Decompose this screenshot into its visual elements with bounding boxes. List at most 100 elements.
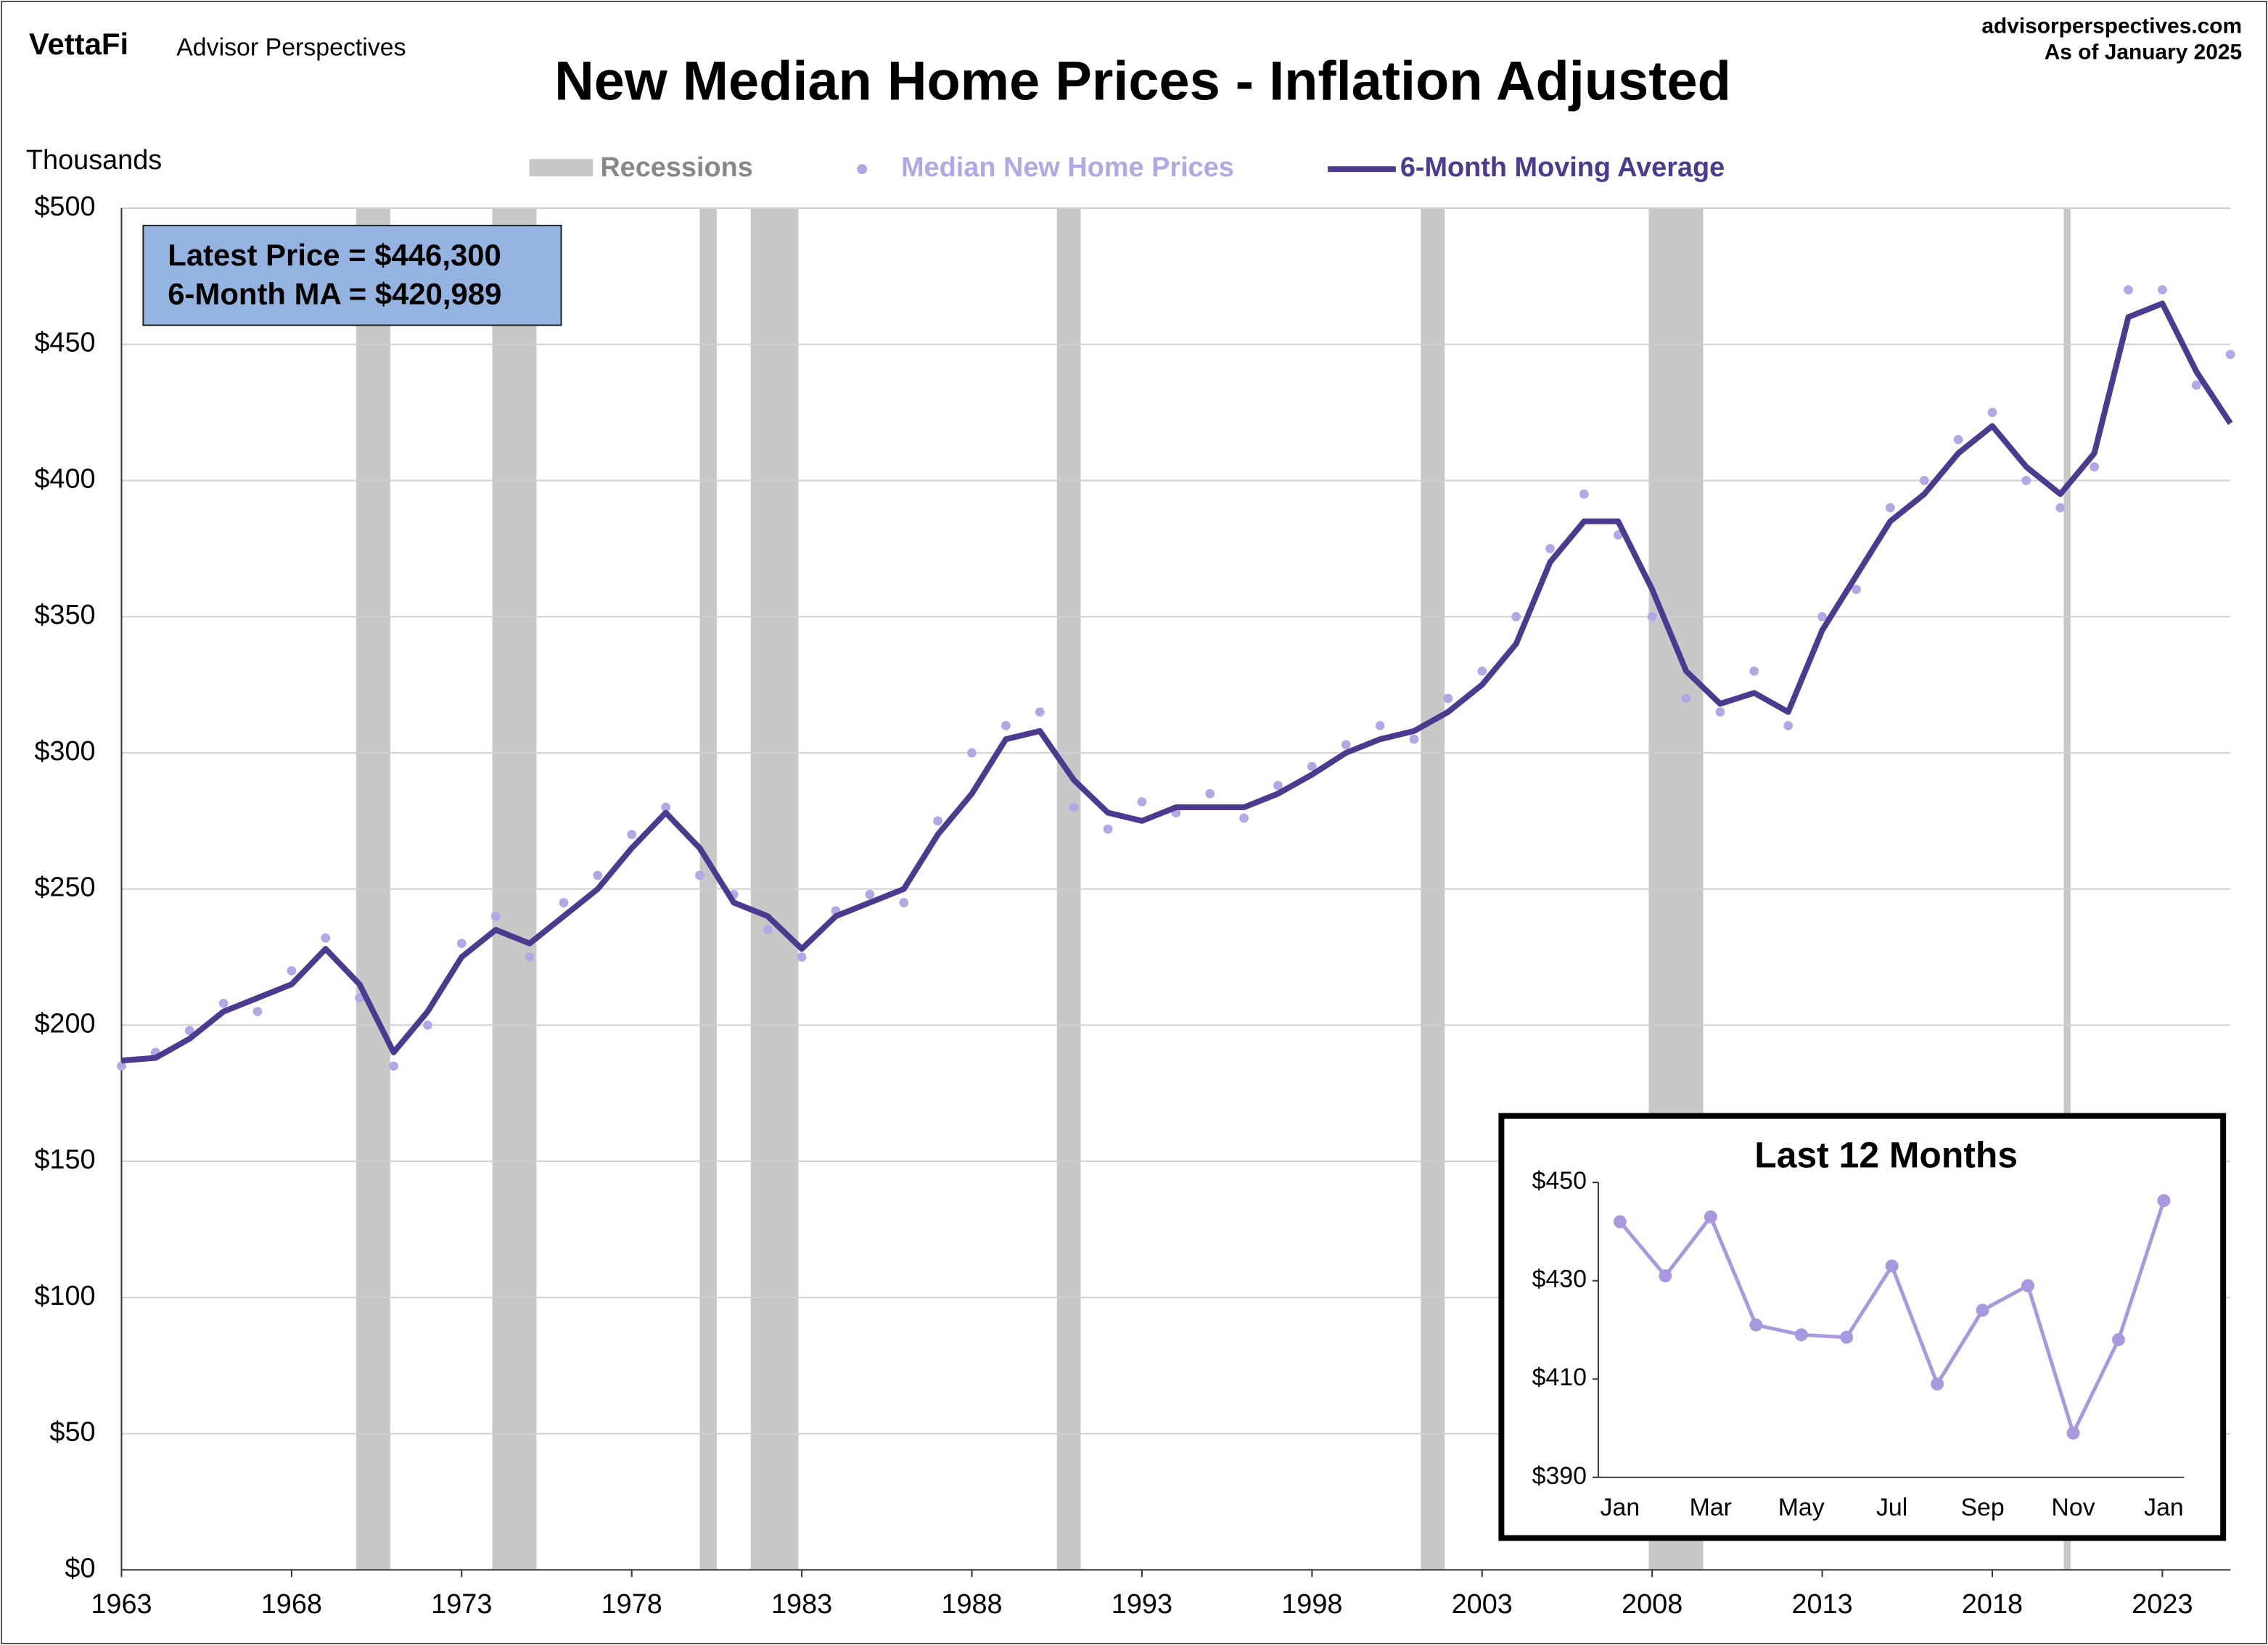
x-tick-label: 1983 bbox=[771, 1589, 832, 1620]
price-dot bbox=[1647, 611, 1657, 622]
price-dot bbox=[1239, 813, 1249, 823]
price-dot bbox=[490, 911, 501, 921]
price-dot bbox=[1715, 707, 1725, 717]
price-dot bbox=[2225, 350, 2235, 359]
inset-dot bbox=[1613, 1215, 1627, 1229]
x-tick-label: 2018 bbox=[1962, 1589, 2023, 1620]
inset-dot bbox=[1704, 1210, 1717, 1224]
price-dot bbox=[1987, 408, 1997, 417]
x-tick-label: Nov bbox=[2051, 1494, 2095, 1522]
y-tick-label: $300 bbox=[34, 736, 95, 767]
price-dot bbox=[1852, 585, 1861, 595]
price-dot bbox=[1783, 721, 1794, 730]
price-dot bbox=[1035, 707, 1045, 717]
price-dot bbox=[1069, 802, 1079, 812]
x-tick-label: 1998 bbox=[1281, 1589, 1342, 1620]
price-dot bbox=[1375, 721, 1385, 730]
price-dot bbox=[1205, 788, 1215, 799]
inset-dot bbox=[2021, 1279, 2035, 1292]
y-axis-label: Thousands bbox=[26, 145, 162, 176]
price-dot bbox=[1749, 666, 1759, 676]
inset-box bbox=[1498, 1113, 2227, 1541]
x-tick-label: Jul bbox=[1876, 1494, 1907, 1522]
price-dot bbox=[2124, 285, 2133, 295]
inset-plot: $390 $410 $430 $450 Jan Mar May Jul Sep Nov Jan bbox=[1532, 1167, 2185, 1522]
price-dot bbox=[695, 870, 704, 881]
price-dot bbox=[933, 816, 943, 826]
legend-label: 6-Month Moving Average bbox=[1400, 152, 1725, 183]
y-tick-label: $0 bbox=[65, 1553, 95, 1583]
price-dot bbox=[1511, 611, 1521, 622]
y-tick-label: $430 bbox=[1532, 1266, 1587, 1293]
price-dot bbox=[456, 939, 467, 949]
price-dot bbox=[763, 925, 773, 935]
inset-dot bbox=[2157, 1194, 2171, 1208]
price-dot bbox=[2021, 476, 2031, 485]
y-tick-label: $450 bbox=[34, 328, 95, 358]
y-tick-label: $250 bbox=[34, 873, 95, 903]
price-dot bbox=[1477, 666, 1487, 676]
price-dot bbox=[117, 1061, 126, 1071]
logo: VettaFi bbox=[29, 27, 128, 61]
price-dot bbox=[797, 952, 807, 962]
y-tick-label: $150 bbox=[34, 1145, 95, 1175]
x-tick-label: 1968 bbox=[261, 1589, 322, 1620]
x-tick-label: 2023 bbox=[2132, 1589, 2193, 1620]
inset-dot bbox=[1749, 1318, 1763, 1332]
ma-line bbox=[121, 300, 2233, 1064]
price-dot bbox=[1137, 797, 1147, 807]
price-dot bbox=[1341, 740, 1351, 750]
price-dot bbox=[355, 993, 365, 1003]
price-dot bbox=[2158, 285, 2167, 295]
price-dot bbox=[559, 898, 569, 907]
y-tick-label: $100 bbox=[34, 1281, 95, 1311]
x-tick-label: 2008 bbox=[1622, 1589, 1682, 1620]
x-tick-label: Mar bbox=[1690, 1494, 1732, 1522]
price-dot bbox=[1409, 734, 1419, 744]
price-dot bbox=[184, 1026, 194, 1036]
annotation: 6-Month MA = $420,989 bbox=[168, 277, 501, 311]
x-tick-label: May bbox=[1778, 1494, 1825, 1522]
inset-dot bbox=[1931, 1377, 1944, 1391]
x-tick-label: 2003 bbox=[1452, 1589, 1513, 1620]
y-tick-label: $390 bbox=[1532, 1462, 1587, 1490]
x-tick-label: 1993 bbox=[1112, 1589, 1172, 1620]
annotation: Latest Price = $446,300 bbox=[168, 238, 501, 272]
price-dot bbox=[1103, 824, 1113, 834]
price-dot bbox=[2055, 503, 2066, 513]
price-dot bbox=[865, 889, 875, 899]
price-dot bbox=[627, 830, 637, 839]
x-tick-label: 1963 bbox=[91, 1589, 152, 1620]
date: As of January 2025 bbox=[2045, 41, 2242, 65]
inset-dot bbox=[1794, 1328, 1808, 1342]
price-dot bbox=[525, 952, 535, 962]
chart-title: New Median Home Prices - Inflation Adjus… bbox=[554, 51, 1731, 112]
x-tick-label: Jan bbox=[1601, 1494, 1640, 1522]
source: advisorperspectives.com bbox=[1981, 15, 2242, 38]
y-tick-label: $50 bbox=[49, 1417, 95, 1448]
price-dot bbox=[389, 1061, 398, 1071]
price-dot bbox=[2191, 380, 2201, 390]
legend-swatch bbox=[857, 164, 868, 175]
price-dot bbox=[423, 1021, 432, 1030]
inset-dot bbox=[1840, 1330, 1854, 1344]
price-dot bbox=[967, 748, 977, 758]
price-dot bbox=[1579, 489, 1589, 499]
price-dot bbox=[1443, 693, 1453, 704]
price-dot bbox=[661, 802, 670, 812]
price-dot bbox=[1681, 693, 1691, 704]
legend-label: Median New Home Prices bbox=[901, 152, 1234, 183]
price-dot bbox=[1919, 476, 1929, 485]
x-tick-label: Jan bbox=[2144, 1494, 2184, 1522]
inset-dot bbox=[2066, 1426, 2080, 1440]
y-tick-label: $350 bbox=[34, 600, 95, 630]
price-dot bbox=[2090, 462, 2100, 472]
inset-dot bbox=[2112, 1333, 2125, 1347]
brand: Advisor Perspectives bbox=[176, 34, 406, 62]
price-dot bbox=[1273, 780, 1283, 791]
inset-title: Last 12 Months bbox=[1754, 1135, 2018, 1176]
inset-dot bbox=[1885, 1259, 1899, 1273]
price-dot bbox=[593, 870, 603, 881]
